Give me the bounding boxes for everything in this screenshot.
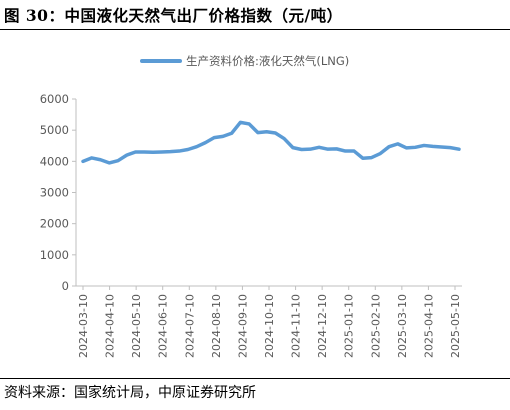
figure-title: 图 30：中国液化天然气出厂价格指数（元/吨） [4,6,343,25]
x-tick-label: 2024-09-10 [236,294,249,358]
x-tick-label: 2025-03-10 [396,294,409,358]
y-tick-label: 2000 [40,217,69,231]
legend-label: 生产资料价格:液化天然气(LNG) [186,54,349,68]
x-tick-label: 2024-07-10 [183,294,196,358]
bottom-rule [0,378,510,379]
line-chart: 生产资料价格:液化天然气(LNG) 0 1000 2000 3000 4000 5000 6… [40,54,462,358]
x-tick-label: 2024-06-10 [157,294,170,358]
x-tick-label: 2024-10-10 [263,294,276,358]
plot-area [81,120,461,165]
y-tick-label: 0 [62,279,69,293]
source-note: 资料来源：国家统计局，中原证券研究所 [4,385,256,401]
series-line [81,120,461,165]
top-rule [0,29,510,30]
x-tick-label: 2024-03-10 [77,294,90,358]
y-tick-label: 3000 [40,186,69,200]
x-tick-label: 2024-12-10 [316,294,329,358]
legend: 生产资料价格:液化天然气(LNG) [140,54,349,68]
y-axis: 0 1000 2000 3000 4000 5000 6000 [40,92,77,293]
y-tick-label: 4000 [40,154,69,168]
x-tick-label: 2024-05-10 [130,294,143,358]
x-tick-label: 2025-04-10 [422,294,435,358]
x-axis: 2024-03-10 2024-04-10 2024-05-10 2024-06-10… [76,285,462,358]
x-tick-label: 2025-01-10 [343,294,356,358]
y-tick-label: 1000 [40,248,69,262]
y-tick-label: 5000 [40,123,69,137]
x-tick-label: 2025-05-10 [449,294,462,358]
x-tick-label: 2025-02-10 [369,294,382,358]
x-tick-label: 2024-08-10 [210,294,223,358]
y-tick-label: 6000 [40,92,69,106]
x-tick-label: 2024-11-10 [290,294,303,358]
x-tick-label: 2024-04-10 [104,294,117,358]
